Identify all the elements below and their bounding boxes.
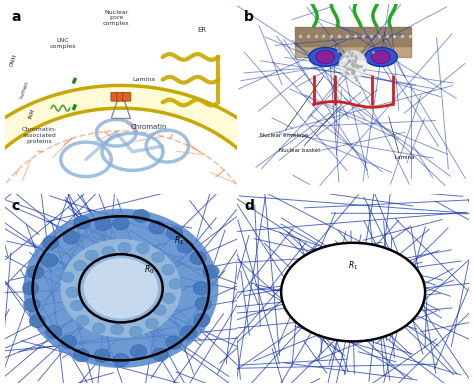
Ellipse shape: [162, 264, 174, 275]
Ellipse shape: [92, 323, 105, 334]
Text: Lamina: Lamina: [395, 155, 415, 160]
Ellipse shape: [22, 282, 38, 295]
Ellipse shape: [118, 243, 131, 253]
Ellipse shape: [163, 293, 175, 303]
Ellipse shape: [309, 48, 341, 67]
Ellipse shape: [193, 282, 209, 295]
Ellipse shape: [43, 236, 59, 249]
Ellipse shape: [74, 260, 87, 271]
Ellipse shape: [113, 353, 129, 367]
Polygon shape: [0, 86, 311, 234]
FancyBboxPatch shape: [111, 92, 119, 101]
Ellipse shape: [181, 326, 197, 339]
Ellipse shape: [339, 50, 367, 79]
Text: ONM: ONM: [9, 54, 18, 68]
Ellipse shape: [203, 265, 219, 278]
Circle shape: [61, 239, 181, 337]
Ellipse shape: [149, 221, 165, 234]
Ellipse shape: [74, 216, 90, 229]
Text: Lamina: Lamina: [132, 77, 155, 82]
Text: Chromatin: Chromatin: [130, 124, 167, 130]
Text: d: d: [244, 199, 254, 213]
Ellipse shape: [166, 226, 183, 240]
Ellipse shape: [166, 336, 182, 349]
Ellipse shape: [194, 313, 210, 327]
Ellipse shape: [27, 266, 44, 279]
Ellipse shape: [146, 318, 158, 329]
Circle shape: [23, 209, 219, 368]
Ellipse shape: [42, 253, 58, 267]
Text: Nuclear basket: Nuclear basket: [279, 148, 320, 153]
Text: Lumen: Lumen: [18, 80, 30, 99]
Ellipse shape: [365, 48, 397, 67]
Text: Nuclear envelope: Nuclear envelope: [260, 133, 309, 138]
Ellipse shape: [372, 50, 390, 63]
Ellipse shape: [130, 345, 146, 358]
Ellipse shape: [113, 217, 129, 230]
Ellipse shape: [73, 349, 90, 362]
Text: LNC
complex: LNC complex: [49, 38, 76, 49]
Ellipse shape: [102, 247, 115, 257]
Ellipse shape: [195, 297, 211, 310]
Ellipse shape: [63, 231, 79, 244]
Ellipse shape: [129, 326, 142, 337]
Ellipse shape: [281, 243, 425, 341]
Text: $R_1$: $R_1$: [174, 235, 184, 247]
Text: c: c: [12, 199, 20, 213]
Text: Nuclear
pore
complex: Nuclear pore complex: [103, 10, 129, 26]
Text: $R_0$: $R_0$: [144, 263, 154, 276]
Ellipse shape: [152, 252, 164, 262]
Ellipse shape: [190, 251, 206, 265]
Ellipse shape: [46, 325, 62, 339]
Ellipse shape: [137, 243, 149, 253]
Ellipse shape: [85, 250, 98, 260]
FancyBboxPatch shape: [122, 92, 131, 101]
Ellipse shape: [169, 279, 182, 289]
Ellipse shape: [95, 217, 111, 231]
Ellipse shape: [61, 335, 77, 349]
Ellipse shape: [152, 348, 168, 361]
Ellipse shape: [61, 272, 74, 283]
Text: $R_1$: $R_1$: [348, 259, 358, 272]
Ellipse shape: [66, 287, 79, 298]
Text: ER: ER: [198, 27, 207, 33]
FancyBboxPatch shape: [117, 92, 125, 101]
Ellipse shape: [111, 324, 124, 335]
Ellipse shape: [76, 315, 89, 325]
Text: INM: INM: [28, 108, 36, 120]
Ellipse shape: [133, 209, 149, 223]
Text: Chromatin-
associated
proteins: Chromatin- associated proteins: [22, 127, 57, 144]
Ellipse shape: [29, 315, 46, 328]
Circle shape: [84, 258, 158, 319]
Ellipse shape: [94, 349, 110, 362]
Ellipse shape: [316, 50, 335, 63]
Ellipse shape: [177, 240, 193, 253]
Ellipse shape: [71, 300, 83, 311]
Text: b: b: [244, 10, 254, 24]
Text: a: a: [12, 10, 21, 24]
Ellipse shape: [154, 305, 166, 315]
Ellipse shape: [24, 298, 40, 312]
